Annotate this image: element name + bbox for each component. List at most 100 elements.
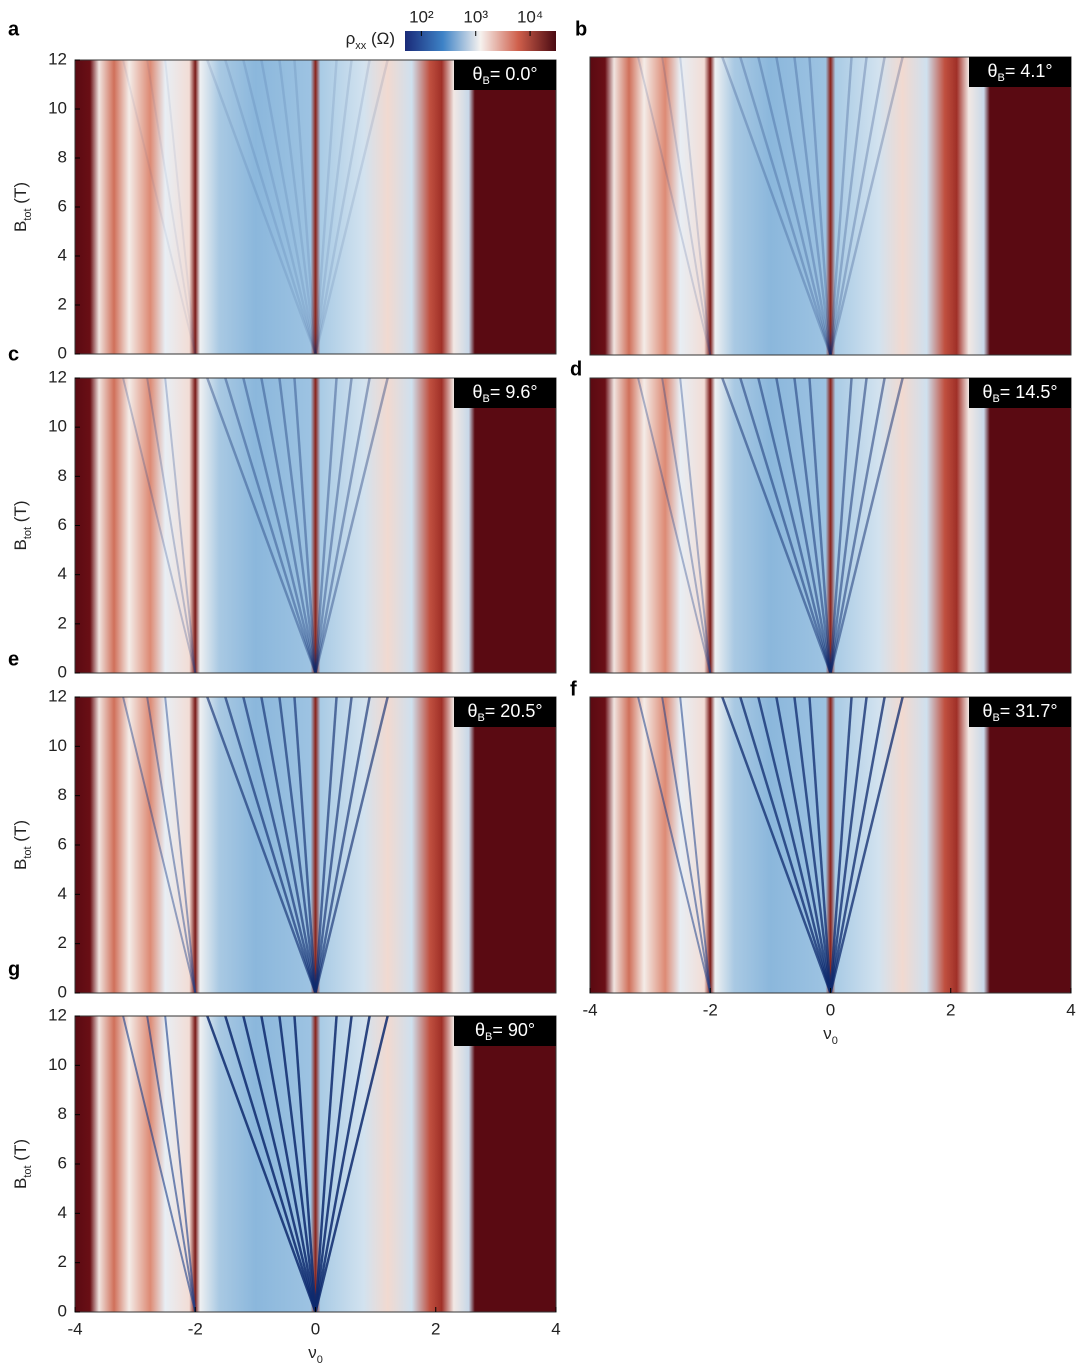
annotation: θB= 9.6° — [472, 382, 537, 405]
fan-line — [224, 378, 317, 673]
y-tick-label: 10 — [48, 98, 67, 117]
y-axis-label-part: tot — [22, 527, 34, 539]
heatmap-bg — [75, 697, 556, 993]
fan-line — [314, 378, 353, 673]
colorbar-tick-label: 10² — [409, 7, 434, 26]
fan-line — [278, 1016, 317, 1312]
fan-line — [224, 697, 317, 993]
annotation-part: B — [482, 393, 489, 405]
fan-line — [314, 1016, 353, 1312]
fan-line — [242, 697, 317, 993]
y-axis-label-part: B — [11, 221, 30, 232]
annotation-part: θ — [982, 701, 992, 721]
heatmap-bg — [590, 697, 1071, 993]
colorbar-label-part: ρ — [346, 29, 356, 48]
fan-line — [293, 60, 317, 354]
fan-line — [314, 697, 353, 993]
colorbar-label: ρxx (Ω) — [346, 29, 395, 51]
annotation: θB= 31.7° — [982, 701, 1057, 724]
x-tick-label: 0 — [311, 1319, 320, 1338]
y-tick-label: 8 — [58, 466, 67, 485]
annotation-box — [454, 697, 556, 727]
annotation-part: = 14.5° — [1000, 382, 1058, 402]
annotation-part: = 4.1° — [1005, 61, 1053, 81]
y-tick-label: 4 — [58, 564, 67, 583]
fan-line — [164, 60, 197, 354]
fan-line — [637, 57, 712, 355]
y-tick-label: 2 — [58, 294, 67, 313]
fan-line — [829, 57, 904, 355]
y-tick-label: 12 — [48, 367, 67, 386]
colorbar-label-part: xx — [355, 40, 367, 52]
y-tick-label: 8 — [58, 1104, 67, 1123]
fan-line — [829, 697, 868, 993]
x-axis-label: ν0 — [308, 1343, 323, 1365]
fan-line — [278, 60, 317, 354]
y-tick-label: 6 — [58, 196, 67, 215]
heatmap-bg — [590, 378, 1071, 673]
fan-line — [164, 697, 197, 993]
y-axis-label-part: (T) — [11, 182, 30, 208]
y-tick-label: 8 — [58, 785, 67, 804]
fan-line — [829, 57, 853, 355]
x-axis-label: ν0 — [823, 1024, 838, 1046]
fan-line — [224, 1016, 317, 1312]
annotation-part: = 0.0° — [490, 64, 538, 84]
x-tick-label: 4 — [551, 1319, 560, 1338]
x-tick-label: -4 — [67, 1319, 82, 1338]
fan-line — [829, 57, 886, 355]
fan-line — [314, 60, 371, 354]
fan-line — [146, 60, 197, 354]
fan-line — [314, 60, 389, 354]
fan-line — [164, 1016, 197, 1312]
y-tick-label: 8 — [58, 147, 67, 166]
fan-line — [122, 378, 197, 673]
fan-line — [206, 60, 317, 354]
heatmap-bg — [75, 378, 556, 673]
fan-line — [757, 697, 832, 993]
heatmap — [590, 697, 1071, 993]
annotation-part: = 90° — [492, 1020, 535, 1040]
x-tick-label: 4 — [1066, 1000, 1075, 1019]
heatmap — [590, 57, 1071, 355]
annotation-box — [969, 57, 1071, 87]
x-tick-label: 2 — [431, 1319, 440, 1338]
annotation-part: B — [477, 712, 484, 724]
fan-line — [829, 378, 853, 673]
fan-line — [679, 57, 712, 355]
annotation-box — [454, 1016, 556, 1046]
fan-line — [829, 697, 886, 993]
heatmap-bg — [75, 1016, 556, 1312]
panel-letter: f — [570, 678, 577, 700]
y-tick-label: 2 — [58, 933, 67, 952]
fan-line — [739, 378, 832, 673]
fan-line — [829, 378, 904, 673]
y-tick-label: 2 — [58, 613, 67, 632]
fan-line — [260, 697, 317, 993]
fan-line — [829, 697, 904, 993]
fan-line — [314, 378, 389, 673]
fan-line — [314, 697, 389, 993]
annotation-part: θ — [472, 382, 482, 402]
fan-line — [314, 60, 338, 354]
y-tick-label: 0 — [58, 662, 67, 681]
fan-line — [146, 378, 197, 673]
y-tick-label: 6 — [58, 515, 67, 534]
fan-line — [775, 697, 832, 993]
colorbar-tick-label: 10⁴ — [517, 7, 543, 26]
fan-line — [637, 697, 712, 993]
y-tick-label: 2 — [58, 1252, 67, 1271]
annotation-box — [454, 378, 556, 408]
y-axis-label: Btot (T) — [11, 500, 33, 550]
y-axis-label-part: B — [11, 859, 30, 870]
y-tick-label: 12 — [48, 686, 67, 705]
y-tick-label: 0 — [58, 982, 67, 1001]
heatmap — [75, 1016, 556, 1312]
annotation-box — [454, 60, 556, 90]
fan-line — [164, 378, 197, 673]
fan-line — [829, 697, 853, 993]
y-tick-label: 4 — [58, 884, 67, 903]
fan-line — [314, 60, 353, 354]
panel-letter: b — [575, 18, 587, 40]
fan-line — [260, 378, 317, 673]
